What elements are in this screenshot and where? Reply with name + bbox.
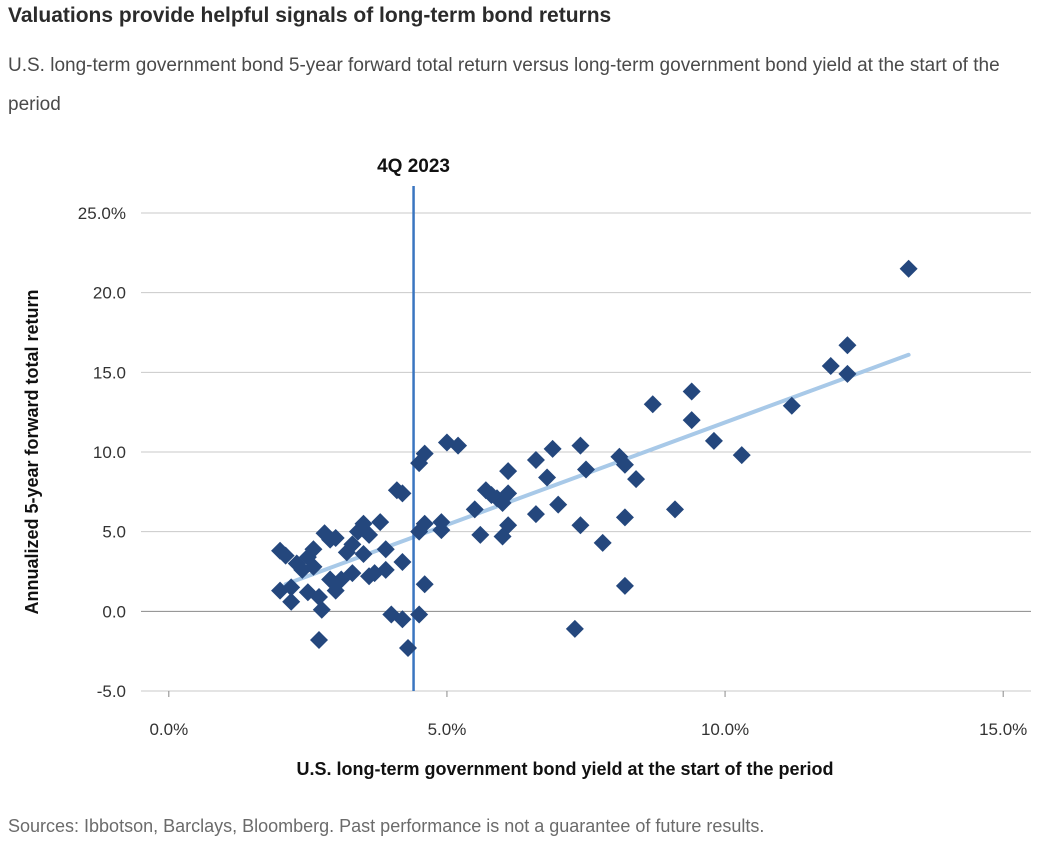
data-point [310, 587, 328, 606]
data-point [732, 446, 751, 465]
data-point [577, 460, 595, 479]
data-point [376, 540, 395, 559]
x-tick-label: 0.0% [149, 720, 188, 739]
x-tick-label: 15.0% [979, 720, 1027, 739]
marker-layer: 4Q 2023 [377, 156, 450, 691]
data-point [821, 356, 840, 375]
data-point [615, 576, 634, 595]
data-point [571, 436, 590, 455]
data-point [312, 600, 331, 619]
data-point [493, 527, 512, 546]
y-tick-label: 15.0 [93, 363, 126, 382]
data-point [526, 450, 545, 469]
data-point [682, 382, 701, 401]
y-axis-title: Annualized 5-year forward total return [22, 289, 42, 614]
data-point [704, 431, 723, 450]
data-points [271, 259, 918, 657]
data-point [682, 411, 701, 430]
data-point [782, 396, 801, 415]
data-point [615, 455, 634, 474]
data-point [415, 575, 434, 594]
data-point [343, 564, 362, 583]
data-point [393, 484, 412, 503]
data-point [326, 529, 345, 548]
data-point [526, 505, 545, 524]
data-point [838, 336, 857, 355]
data-point [399, 638, 417, 657]
y-tick-label: 5.0 [102, 523, 126, 542]
data-point [899, 259, 918, 278]
y-tick-label: 25.0% [78, 204, 126, 223]
y-tick-label: -5.0 [97, 682, 126, 701]
data-point [432, 521, 451, 540]
data-point [615, 508, 634, 527]
y-tick-labels: 25.0% 20.0 15.0 10.0 5.0 0.0 -5.0 [78, 204, 126, 701]
data-point [538, 468, 557, 487]
data-point [543, 439, 562, 458]
x-tick-label: 5.0% [428, 720, 467, 739]
y-tick-label: 10.0 [93, 443, 126, 462]
data-point [627, 470, 646, 489]
y-tick-label: 0.0 [102, 602, 126, 621]
x-tick-labels: 0.0% 5.0% 10.0% 15.0% [149, 720, 1027, 739]
data-point [499, 484, 518, 503]
data-point [666, 500, 684, 519]
x-tick-label: 10.0% [701, 720, 749, 739]
data-point [393, 610, 412, 629]
data-point [415, 444, 434, 463]
data-point [276, 546, 295, 565]
data-point [310, 631, 328, 650]
chart-footnote: Sources: Ibbotson, Barclays, Bloomberg. … [8, 816, 765, 836]
data-point [343, 535, 362, 554]
data-point [282, 592, 301, 611]
data-point [549, 495, 568, 514]
data-point [371, 513, 390, 532]
chart-subtitle: U.S. long-term government bond 5-year fo… [8, 55, 1000, 115]
x-axis-title: U.S. long-term government bond yield at … [296, 759, 833, 779]
data-point [354, 544, 373, 563]
data-point [376, 560, 395, 579]
data-point [449, 436, 468, 455]
data-point [465, 500, 484, 519]
data-point [593, 533, 612, 552]
data-point [360, 525, 379, 544]
grid-lines [141, 212, 1031, 697]
data-point [643, 395, 662, 414]
data-point [565, 619, 584, 638]
marker-label-4q-2023: 4Q 2023 [377, 156, 450, 177]
data-point [393, 552, 412, 571]
data-point [471, 525, 490, 544]
data-point [499, 462, 518, 481]
data-point [838, 364, 857, 383]
data-point [304, 557, 323, 576]
y-tick-label: 20.0 [93, 284, 126, 303]
data-point [304, 540, 323, 559]
chart-title: Valuations provide helpful signals of lo… [8, 4, 612, 27]
data-point [282, 578, 301, 597]
data-point [415, 514, 434, 533]
data-point [571, 516, 590, 535]
data-point [410, 605, 429, 624]
